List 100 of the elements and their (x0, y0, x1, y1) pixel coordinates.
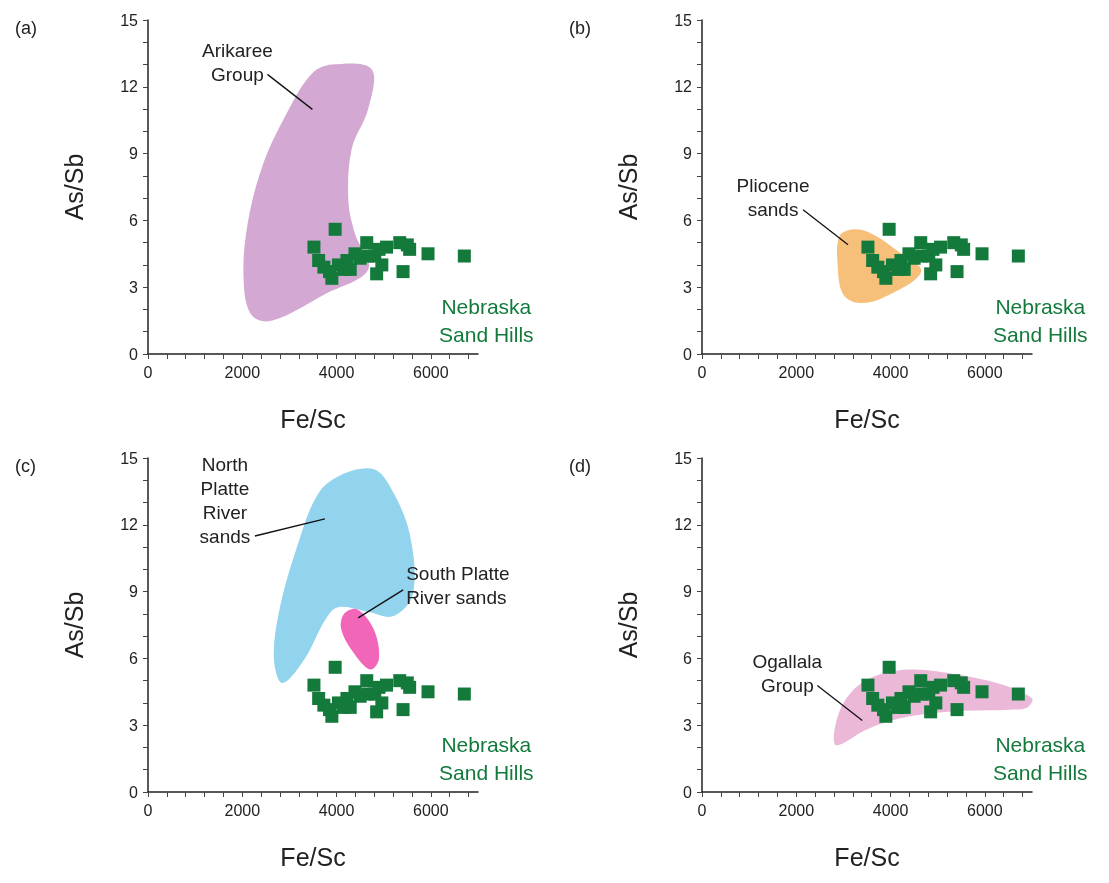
y-tick-label: 12 (674, 516, 693, 534)
y-axis-title: As/Sb (59, 591, 88, 659)
y-tick-label: 15 (120, 11, 139, 29)
point (957, 680, 971, 694)
series-label: Pliocene sands (736, 175, 810, 221)
text: South Platte River sands (406, 563, 510, 609)
point (328, 660, 342, 674)
text: North Platte River sands (199, 453, 251, 547)
chart-title: (d) (569, 456, 591, 476)
x-tick-label: 2000 (224, 363, 261, 381)
point (914, 236, 928, 250)
y-tick-label: 6 (683, 211, 693, 229)
y-tick-label: 3 (683, 278, 693, 296)
point (372, 242, 386, 256)
y-tick-label: 3 (683, 716, 693, 734)
x-axis-title: Fe/Sc (834, 842, 900, 871)
x-tick-label: 2000 (778, 801, 815, 819)
y-tick-label: 0 (129, 783, 139, 801)
point (975, 685, 989, 699)
x-tick-label: 0 (143, 801, 153, 819)
point (877, 703, 890, 717)
point (360, 236, 374, 250)
point (950, 265, 964, 279)
y-tick-label: 9 (683, 145, 693, 163)
point (861, 240, 875, 254)
x-tick-label: 6000 (413, 801, 449, 819)
point (929, 696, 943, 710)
y-axis-title: As/Sb (613, 153, 642, 221)
y-axis-title: As/Sb (613, 591, 642, 659)
x-tick-label: 6000 (967, 801, 1003, 819)
x-tick-label: 4000 (318, 801, 355, 819)
point (975, 247, 989, 261)
x-tick-label: 6000 (967, 363, 1003, 381)
y-tick-label: 12 (120, 516, 139, 534)
x-tick-label: 4000 (872, 801, 909, 819)
point (957, 242, 971, 256)
x-tick-label: 4000 (872, 363, 909, 381)
chart-title: (a) (15, 18, 37, 38)
point (861, 678, 875, 692)
series-label: Ogallala Group (752, 650, 823, 696)
point (1011, 249, 1025, 263)
x-axis-title: Fe/Sc (280, 404, 346, 433)
point (328, 222, 342, 236)
series-label: Nebraska Sand Hills (993, 732, 1088, 784)
point (950, 703, 964, 717)
chart-title: (b) (569, 18, 591, 38)
point (307, 678, 321, 692)
x-tick-label: 0 (697, 363, 707, 381)
y-tick-label: 0 (683, 345, 693, 363)
point (323, 265, 336, 279)
point (396, 703, 410, 717)
x-tick-label: 2000 (778, 363, 815, 381)
point (360, 674, 374, 688)
y-tick-label: 12 (674, 78, 693, 96)
point (926, 242, 940, 256)
y-axis-title: As/Sb (59, 153, 88, 221)
series-label: Nebraska Sand Hills (993, 294, 1088, 346)
y-tick-label: 0 (683, 783, 693, 801)
point (403, 680, 417, 694)
point (882, 660, 896, 674)
point (421, 247, 435, 261)
point (307, 240, 321, 254)
x-tick-label: 6000 (413, 363, 449, 381)
y-tick-label: 15 (674, 11, 693, 29)
x-tick-label: 0 (697, 801, 707, 819)
point (396, 265, 410, 279)
point (375, 258, 389, 272)
y-tick-label: 9 (129, 583, 139, 601)
y-tick-label: 3 (129, 278, 139, 296)
x-tick-label: 2000 (224, 801, 261, 819)
x-tick-label: 0 (143, 363, 153, 381)
point (403, 242, 417, 256)
y-tick-label: 12 (120, 78, 139, 96)
series-label: Nebraska Sand Hills (439, 294, 534, 346)
x-axis-title: Fe/Sc (834, 404, 900, 433)
y-tick-label: 9 (683, 583, 693, 601)
point (926, 680, 940, 694)
point (1011, 687, 1025, 701)
point (929, 258, 943, 272)
series-label: Nebraska Sand Hills (439, 732, 534, 784)
point (877, 265, 890, 279)
point (421, 685, 435, 699)
point (372, 680, 386, 694)
y-tick-label: 6 (129, 211, 139, 229)
y-tick-label: 15 (674, 449, 693, 467)
y-tick-label: 15 (120, 449, 139, 467)
point (457, 249, 471, 263)
y-tick-label: 6 (129, 649, 139, 667)
point (914, 674, 928, 688)
x-axis-title: Fe/Sc (280, 842, 346, 871)
y-tick-label: 9 (129, 145, 139, 163)
series-label: Arikaree Group (202, 39, 273, 85)
point (323, 703, 336, 717)
y-tick-label: 6 (683, 649, 693, 667)
point (457, 687, 471, 701)
chart-title: (c) (15, 456, 36, 476)
point (375, 696, 389, 710)
y-tick-label: 0 (129, 345, 139, 363)
x-tick-label: 4000 (318, 363, 355, 381)
point (882, 222, 896, 236)
